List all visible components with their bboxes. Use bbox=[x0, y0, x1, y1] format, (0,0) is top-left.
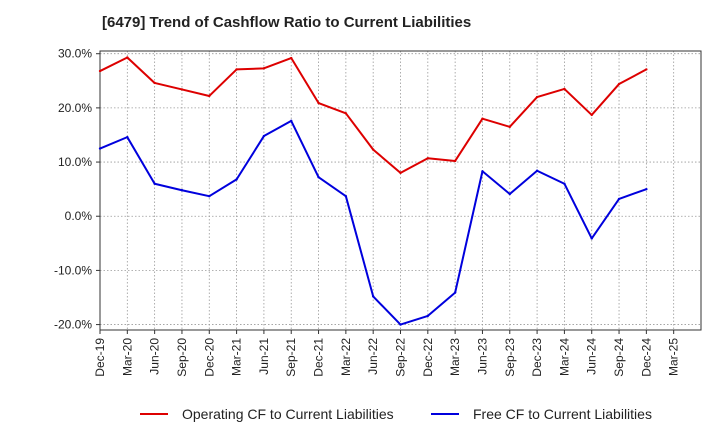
data-point bbox=[317, 101, 320, 105]
x-tick-label: Dec-24 bbox=[639, 338, 653, 377]
x-tick-label: Sep-23 bbox=[503, 338, 517, 377]
y-tick-label: -20.0% bbox=[54, 318, 92, 332]
data-point bbox=[235, 178, 238, 181]
data-point bbox=[180, 88, 184, 91]
data-point bbox=[208, 194, 211, 198]
y-tick-label: -10.0% bbox=[54, 263, 92, 277]
x-tick-label: Jun-24 bbox=[585, 338, 599, 375]
x-tick-label: Dec-19 bbox=[93, 338, 107, 377]
y-tick-label: 10.0% bbox=[58, 155, 92, 169]
data-point bbox=[535, 169, 539, 172]
data-point bbox=[590, 237, 593, 240]
x-tick-label: Mar-25 bbox=[667, 338, 681, 376]
x-tick-label: Dec-20 bbox=[202, 338, 216, 377]
axes: 30.0% 20.0% 10.0% 0.0% -10.0% -20.0%Dec-19 Mar… bbox=[54, 47, 681, 377]
data-point bbox=[426, 314, 430, 318]
data-point bbox=[399, 171, 402, 175]
data-point bbox=[290, 119, 293, 123]
x-tick-label: Mar-20 bbox=[120, 338, 134, 376]
x-tick-label: Mar-21 bbox=[230, 338, 244, 376]
data-point bbox=[481, 170, 484, 173]
data-point bbox=[453, 291, 457, 294]
x-tick-label: Jun-23 bbox=[475, 338, 489, 375]
x-tick-label: Mar-23 bbox=[448, 338, 462, 376]
y-tick-label: 30.0% bbox=[58, 47, 92, 61]
data-point bbox=[645, 187, 648, 191]
data-point bbox=[153, 182, 156, 185]
legend-label: Free CF to Current Liabilities bbox=[473, 406, 652, 422]
data-point bbox=[208, 94, 211, 98]
data-point bbox=[153, 81, 156, 85]
data-point bbox=[98, 69, 102, 73]
x-tick-label: Sep-21 bbox=[284, 338, 298, 377]
legend-label: Operating CF to Current Liabilities bbox=[182, 406, 394, 422]
grid-lines bbox=[100, 51, 701, 330]
x-tick-label: Dec-22 bbox=[421, 338, 435, 377]
data-point bbox=[563, 87, 566, 91]
data-point bbox=[98, 147, 102, 150]
y-tick-label: 0.0% bbox=[65, 209, 93, 223]
data-point bbox=[262, 67, 266, 70]
x-tick-label: Sep-24 bbox=[612, 338, 626, 377]
x-tick-label: Sep-22 bbox=[394, 338, 408, 377]
x-tick-label: Jun-21 bbox=[257, 338, 271, 375]
data-point bbox=[399, 323, 402, 326]
x-tick-label: Mar-24 bbox=[557, 338, 571, 376]
data-point bbox=[344, 112, 348, 115]
data-point bbox=[481, 117, 484, 120]
data-point bbox=[617, 197, 621, 201]
x-tick-label: Jun-20 bbox=[148, 338, 162, 375]
data-point bbox=[426, 157, 430, 160]
data-point bbox=[290, 56, 293, 60]
data-point bbox=[180, 189, 184, 192]
legend: Operating CF to Current Liabilities Free … bbox=[140, 406, 652, 422]
x-tick-label: Dec-21 bbox=[312, 338, 326, 377]
data-point bbox=[563, 182, 566, 185]
data-point bbox=[617, 82, 621, 86]
data-point bbox=[126, 135, 129, 139]
data-point bbox=[371, 295, 375, 298]
x-tick-label: Sep-20 bbox=[175, 338, 189, 377]
data-point bbox=[508, 125, 511, 129]
data-point bbox=[126, 56, 129, 59]
y-tick-label: 20.0% bbox=[58, 101, 92, 115]
data-point bbox=[235, 68, 238, 71]
data-point bbox=[590, 113, 593, 117]
chart-title: [6479] Trend of Cashflow Ratio to Curren… bbox=[102, 14, 472, 31]
data-point bbox=[508, 192, 511, 196]
x-tick-label: Jun-22 bbox=[366, 338, 380, 375]
data-point bbox=[535, 95, 539, 99]
data-point bbox=[371, 148, 375, 151]
x-tick-label: Mar-22 bbox=[339, 338, 353, 376]
data-point bbox=[262, 134, 266, 138]
data-point bbox=[645, 68, 648, 71]
data-point bbox=[453, 159, 457, 163]
series-lines bbox=[98, 56, 648, 326]
data-point bbox=[344, 194, 348, 198]
x-tick-label: Dec-23 bbox=[530, 338, 544, 377]
data-point bbox=[317, 176, 320, 179]
